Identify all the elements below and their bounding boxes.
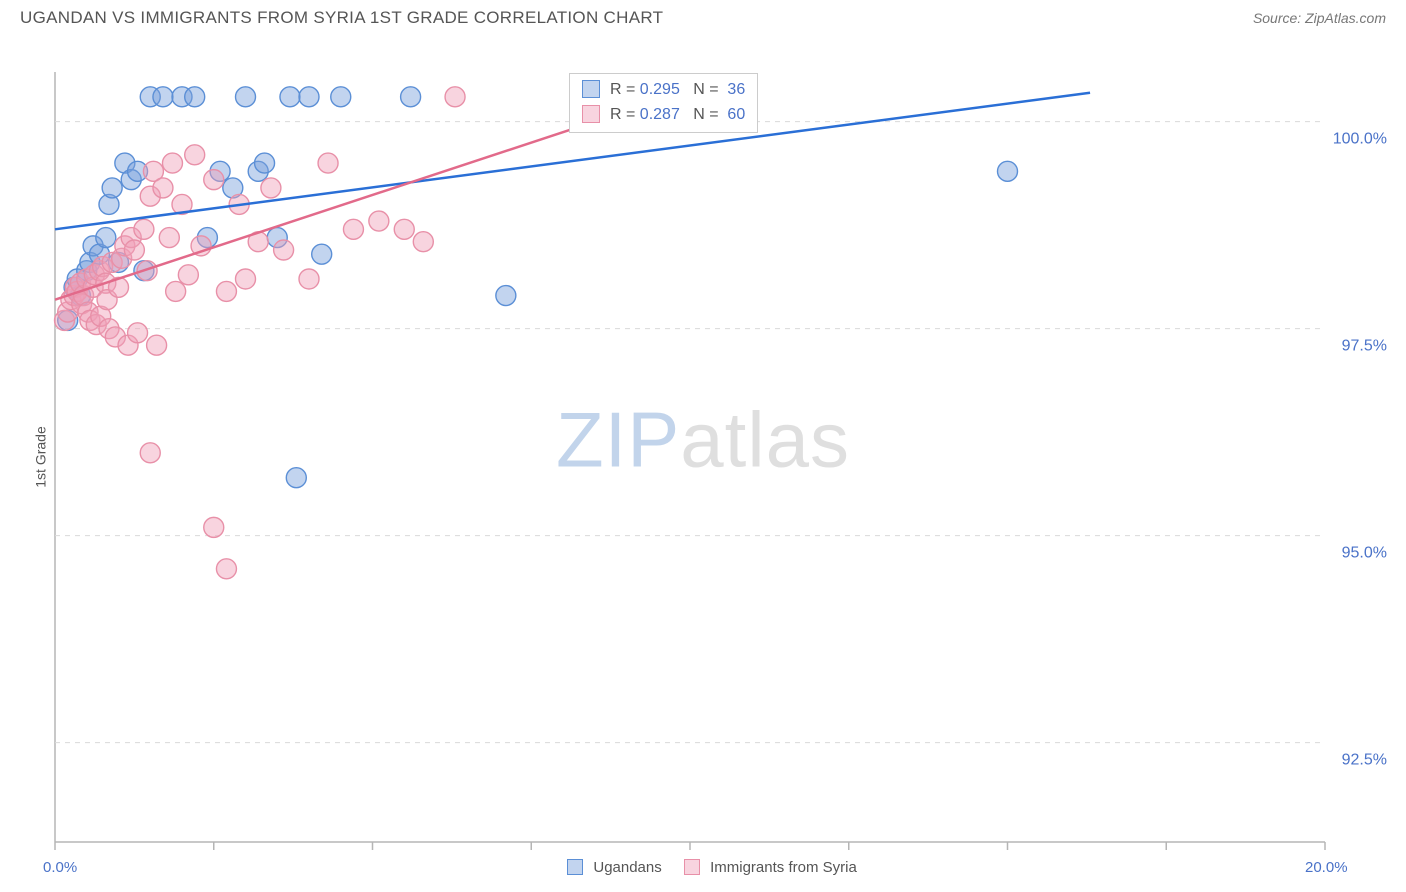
chart-area: 1st Grade 92.5%95.0%97.5%100.0% ZIPatlas… [0,32,1406,882]
svg-text:95.0%: 95.0% [1342,545,1387,562]
svg-text:97.5%: 97.5% [1342,338,1387,355]
legend-label-ugandans: Ugandans [593,859,661,876]
scatter-plot-svg: 92.5% 95.0% 97.5% 100.0% [0,32,1406,852]
y-axis-label: 1st Grade [33,426,49,487]
chart-title: UGANDAN VS IMMIGRANTS FROM SYRIA 1ST GRA… [20,8,663,28]
legend: Ugandans Immigrants from Syria [0,859,1406,876]
legend-label-syria: Immigrants from Syria [710,859,857,876]
correlation-stats-box: R = 0.295 N = 36R = 0.287 N = 60 [569,73,758,133]
svg-text:100.0%: 100.0% [1333,131,1387,148]
legend-swatch-ugandans [567,859,583,875]
svg-text:92.5%: 92.5% [1342,752,1387,769]
source-label: Source: ZipAtlas.com [1253,10,1386,26]
legend-swatch-syria [684,859,700,875]
